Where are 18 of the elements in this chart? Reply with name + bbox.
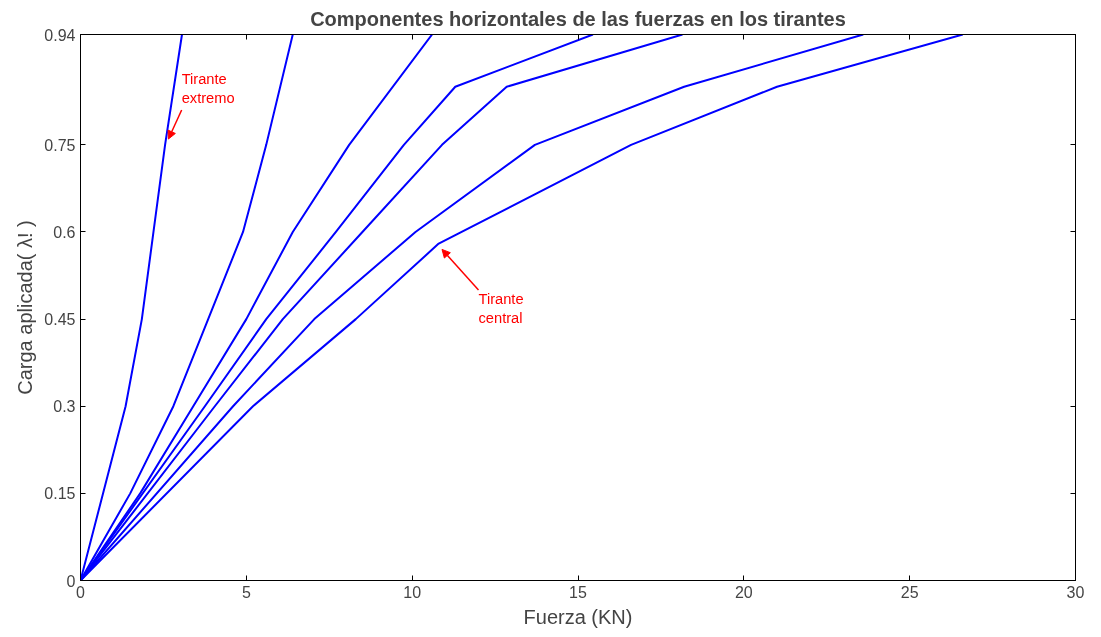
x-tick-label: 15	[569, 583, 587, 601]
chart-title: Componentes horizontales de las fuerzas en los tirantes	[310, 7, 846, 30]
x-tick-label: 20	[734, 583, 753, 601]
x-tick-label: 30	[1066, 583, 1085, 601]
x-tick-label: 5	[241, 583, 251, 601]
x-axis-title: Fuerza (KN)	[523, 605, 633, 628]
x-tick-label: 25	[900, 583, 919, 601]
y-tick-label: 0	[66, 572, 76, 590]
y-tick-label: 0.6	[53, 223, 76, 241]
y-axis-title: Carga aplicada( λ! )	[14, 220, 37, 395]
x-tick-label: 10	[403, 583, 422, 601]
y-tick-label: 0.45	[44, 311, 76, 329]
y-tick-label: 0.3	[53, 398, 76, 416]
y-tick-label: 0.15	[44, 485, 76, 503]
y-tick-label: 0.75	[44, 136, 76, 154]
annotation: Tirante central	[478, 290, 524, 327]
annotation: Tirante extremo	[181, 70, 235, 107]
y-tick-label: 0.94	[44, 26, 76, 44]
